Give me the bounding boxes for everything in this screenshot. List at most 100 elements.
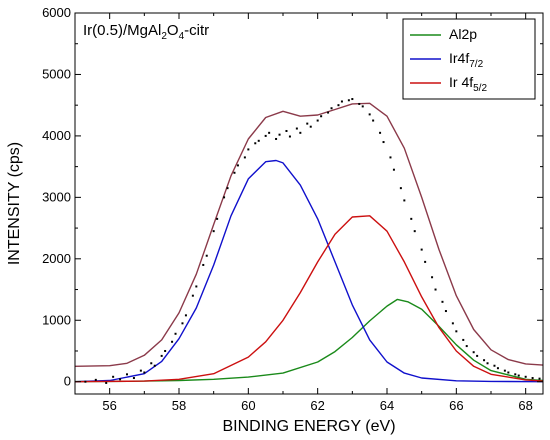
data-point	[223, 196, 226, 199]
data-point	[205, 254, 208, 257]
data-point	[538, 377, 541, 380]
series-line-al2p	[75, 298, 543, 383]
data-point	[517, 374, 520, 377]
data-point	[320, 115, 323, 118]
x-tick-label: 56	[102, 398, 116, 413]
data-point	[233, 171, 236, 174]
data-point	[503, 369, 506, 372]
data-point	[496, 367, 499, 370]
data-point	[337, 104, 340, 107]
data-point	[455, 330, 458, 333]
data-point	[361, 105, 364, 108]
data-point	[160, 354, 163, 357]
legend-label-ir4f72: Ir4f7/2	[449, 50, 484, 70]
data-point	[119, 378, 122, 381]
plot-area-frame	[74, 12, 544, 395]
data-point	[174, 332, 177, 335]
data-point	[330, 107, 333, 110]
data-point	[441, 300, 444, 303]
data-point	[493, 364, 496, 367]
data-point	[105, 381, 108, 384]
data-point	[524, 375, 527, 378]
data-point	[236, 164, 239, 167]
y-tick-label: 2000	[42, 251, 71, 266]
y-tick-label: 1000	[42, 312, 71, 327]
data-point	[316, 119, 319, 122]
data-point	[295, 127, 298, 130]
data-point	[112, 375, 115, 378]
data-point	[285, 129, 288, 132]
data-point	[403, 199, 406, 202]
data-point	[431, 276, 434, 279]
data-point	[275, 137, 278, 140]
x-tick-label: 60	[241, 398, 255, 413]
data-point	[143, 371, 146, 374]
series-layer	[75, 98, 543, 384]
data-point	[94, 378, 97, 381]
data-point	[181, 322, 184, 325]
data-point	[382, 141, 385, 144]
x-tick-label: 68	[518, 398, 532, 413]
data-point	[420, 248, 423, 251]
data-point	[278, 133, 281, 136]
x-tick-label: 66	[449, 398, 463, 413]
x-axis-title: BINDING ENERGY (eV)	[222, 418, 395, 435]
data-point	[327, 111, 330, 114]
series-line-ir4f52	[75, 215, 543, 383]
data-point	[399, 187, 402, 190]
data-point	[132, 377, 135, 380]
data-point	[299, 131, 302, 134]
legend-label-ir4f52: Ir 4f5/2	[449, 74, 487, 94]
data-point	[531, 377, 534, 380]
y-tick-label: 0	[64, 374, 71, 389]
legend-label-al2p: Al2p	[449, 26, 477, 42]
data-point	[268, 131, 271, 134]
data-point	[347, 99, 350, 102]
data-point	[507, 371, 510, 374]
data-point	[254, 142, 257, 145]
y-tick-label: 5000	[42, 66, 71, 81]
data-point	[171, 340, 174, 343]
data-point	[444, 310, 447, 313]
series-line-ir4f72	[75, 159, 543, 383]
data-point	[202, 263, 205, 266]
data-point	[247, 148, 250, 151]
data-point	[84, 380, 87, 383]
data-point	[139, 369, 142, 372]
y-tick-label: 6000	[42, 5, 71, 20]
data-point	[164, 349, 167, 352]
x-tick-label: 62	[310, 398, 324, 413]
data-point	[153, 364, 156, 367]
x-tick-label: 64	[380, 398, 394, 413]
data-point	[351, 98, 354, 101]
data-point	[486, 362, 489, 365]
data-point	[476, 354, 479, 357]
data-point	[288, 135, 291, 138]
data-point	[306, 122, 309, 125]
data-point	[372, 119, 375, 122]
data-point	[389, 156, 392, 159]
data-point	[150, 362, 153, 365]
data-point	[472, 351, 475, 354]
data-point	[191, 294, 194, 297]
data-point	[413, 230, 416, 233]
data-point	[410, 217, 413, 220]
axis-ticks: 56 58 60 62 64 66 68 0 1000 2000 3000 4000 5000 6000	[42, 5, 543, 413]
y-tick-label: 4000	[42, 128, 71, 143]
sample-annotation: Ir(0.5)/MgAl2O4-citr	[83, 22, 209, 42]
data-point	[226, 187, 229, 190]
y-tick-label: 3000	[42, 189, 71, 204]
data-point	[514, 373, 517, 376]
x-tick-label: 58	[172, 398, 186, 413]
data-point	[195, 285, 198, 288]
data-point	[126, 373, 128, 376]
y-axis-title: INTENSITY (cps)	[6, 142, 23, 265]
data-point	[184, 314, 187, 317]
data-point	[368, 113, 371, 116]
data-point	[451, 322, 454, 325]
data-point	[257, 139, 260, 142]
data-point	[212, 230, 215, 233]
data-point	[392, 168, 395, 171]
data-point	[483, 359, 486, 362]
